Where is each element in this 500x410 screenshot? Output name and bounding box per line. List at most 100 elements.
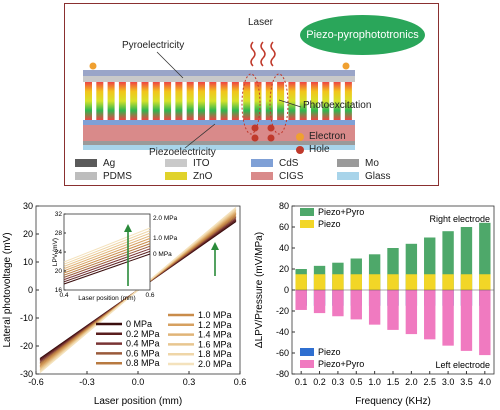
bar xyxy=(313,274,326,290)
line-axis-ticks: -0.6 -0.3 0.0 0.3 0.6 -30 -20 -10 0 10 20 30 xyxy=(20,201,246,387)
inset-series-line xyxy=(63,230,151,265)
legend-label: 0.6 MPa xyxy=(126,348,160,358)
x-tick-label: 0.5 xyxy=(350,377,363,387)
legend-label: 0.8 MPa xyxy=(126,358,160,368)
bar xyxy=(442,274,454,290)
y-tick-label: 20 xyxy=(279,264,289,274)
bar xyxy=(460,274,473,290)
zno-nanowire xyxy=(243,82,251,120)
bar xyxy=(368,274,381,290)
zno-nanowire-array xyxy=(85,82,352,120)
bar xyxy=(424,290,436,340)
y-tick-label: -30 xyxy=(20,369,33,379)
inset-annotation: 1.0 MPa xyxy=(153,235,178,242)
inset-y-label: LPV (mV) xyxy=(52,238,59,266)
hole-dot xyxy=(251,124,259,132)
x-tick-label: 0.2 xyxy=(313,377,326,387)
main-arrow-head xyxy=(211,242,219,250)
material-swatch xyxy=(75,159,97,167)
hole-dot xyxy=(251,134,259,142)
x-tick-label: 2.0 xyxy=(405,377,418,387)
bar xyxy=(368,254,381,290)
legend-label: 1.6 MPa xyxy=(198,339,232,349)
inset-x-label: Laser position (mm) xyxy=(78,295,135,302)
electron-legend-dot xyxy=(296,133,304,141)
y-tick-label: -20 xyxy=(20,341,33,351)
zno-nanowire xyxy=(118,82,126,120)
y-tick-label: -20 xyxy=(276,306,289,316)
photoexcitation-label: Photoexcitation xyxy=(303,100,372,111)
top-pdms-layer xyxy=(83,76,355,82)
material-label: Ag xyxy=(103,158,116,169)
zno-nanowire xyxy=(344,82,352,120)
x-tick-label: 3.5 xyxy=(460,377,473,387)
material-swatch xyxy=(75,172,97,180)
laser-arrows xyxy=(250,41,276,67)
legend-label: Piezo+Pyro xyxy=(318,207,364,217)
inset-series-line xyxy=(63,232,151,267)
x-tick-label: -0.3 xyxy=(79,377,95,387)
x-tick-label: 0.3 xyxy=(332,377,345,387)
y-tick-label: 40 xyxy=(279,243,289,253)
lateral-photovoltage-chart: -0.6 -0.3 0.0 0.3 0.6 -30 -20 -10 0 10 20 30 16 20 24… xyxy=(2,201,246,407)
inset-y-tick-label: 16 xyxy=(55,287,63,294)
x-tick-label: 1.5 xyxy=(387,377,400,387)
zno-nanowire xyxy=(107,82,115,120)
delta-lpv-bar-chart: 0.1 0.2 0.3 0.5 1.0 1.5 2.0 2.5 3.0 3.5 4.0 -80 -60 -… xyxy=(254,201,495,407)
oval-label: Piezo-pyrophototronics xyxy=(306,29,419,41)
bar xyxy=(405,243,418,290)
zno-nanowire xyxy=(130,82,138,120)
zno-nanowire xyxy=(175,82,183,120)
material-swatch xyxy=(251,159,273,167)
y-tick-label: 10 xyxy=(23,257,33,267)
zno-nanowire xyxy=(254,82,262,120)
bar xyxy=(332,274,344,290)
zno-nanowire xyxy=(198,82,205,120)
piezo-pyrophototronics-oval: Piezo-pyrophototronics xyxy=(300,15,425,55)
inset-series-line xyxy=(63,240,151,274)
inset-series-line xyxy=(63,253,151,285)
bar xyxy=(295,290,307,310)
zno-nanowire xyxy=(299,82,307,120)
legend-label: 0.2 MPa xyxy=(126,329,160,339)
inset-lines xyxy=(63,227,151,285)
inset-series-line xyxy=(63,243,151,276)
zno-nanowire xyxy=(333,82,341,120)
bar xyxy=(479,274,491,290)
electron-label: Electron xyxy=(309,131,346,142)
zno-nanowire xyxy=(152,82,160,120)
bar xyxy=(442,290,454,346)
x-tick-label: 4.0 xyxy=(479,377,492,387)
inset-x-tick-label: 0.4 xyxy=(59,292,68,299)
zno-nanowire xyxy=(288,82,296,120)
device-schematic-panel: Piezo-pyrophototronics Laser Pyroelectri… xyxy=(64,3,439,186)
material-label: CIGS xyxy=(279,171,304,182)
y-tick-label: 0 xyxy=(284,285,289,295)
material-label: PDMS xyxy=(103,171,132,182)
legend-label: 1.4 MPa xyxy=(198,330,232,340)
inset-series-line xyxy=(63,245,151,278)
inset-y-tick-label: 24 xyxy=(55,249,63,256)
legend-label: Piezo+Pyro xyxy=(318,359,364,369)
hole-label: Hole xyxy=(309,144,330,155)
material-label: ZnO xyxy=(193,171,213,182)
legend-swatch xyxy=(300,208,314,216)
hole-legend-dot xyxy=(296,146,304,154)
y-tick-label: 80 xyxy=(279,201,289,211)
material-swatch xyxy=(337,172,359,180)
y-tick-label: -80 xyxy=(276,369,289,379)
inset-ticks: 16 20 24 28 32 0.4 0.6 2.0 MPa 1.0 MPa 0 MPa xyxy=(55,211,178,299)
inset-y-tick-label: 28 xyxy=(55,230,63,237)
bar xyxy=(460,227,473,290)
top-ito-layer xyxy=(83,70,355,76)
y-tick-label: 60 xyxy=(279,222,289,232)
bar xyxy=(424,274,436,290)
material-label: Mo xyxy=(365,158,379,169)
legend-label: Piezo xyxy=(318,347,341,357)
legend-label: 1.0 MPa xyxy=(198,310,232,320)
bar xyxy=(350,290,362,320)
x-tick-label: 3.0 xyxy=(442,377,455,387)
bar-legend: Piezo+Pyro Piezo Piezo Piezo+Pyro xyxy=(300,207,364,369)
inset-annotation: 0 MPa xyxy=(153,251,172,258)
